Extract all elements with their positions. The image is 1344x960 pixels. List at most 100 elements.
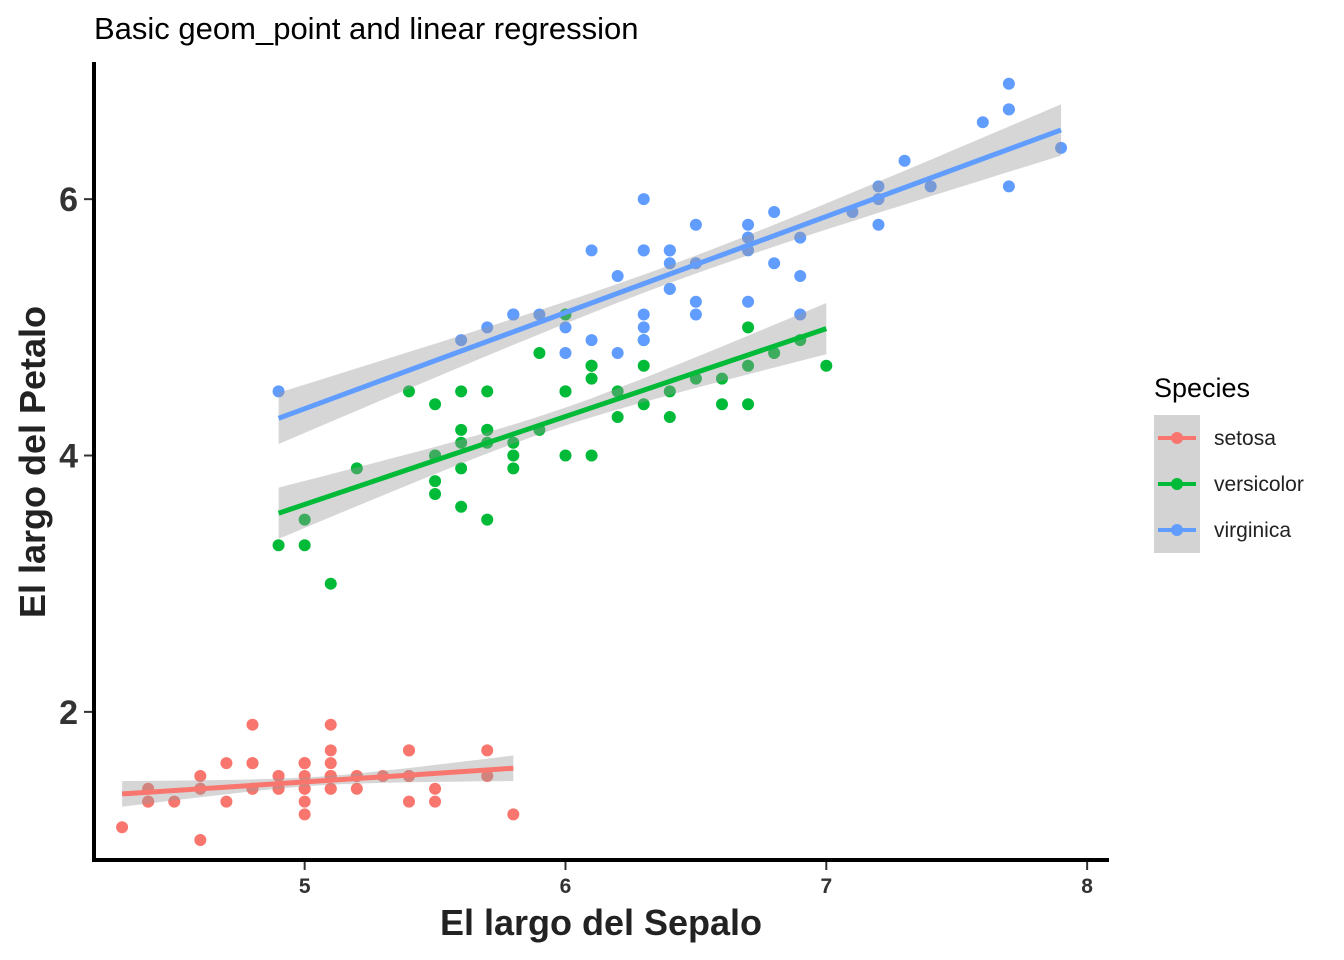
data-point-setosa-20: [402, 744, 415, 757]
data-point-versicolor-23: [585, 359, 598, 372]
data-point-virginica-22: [1002, 103, 1015, 116]
data-point-virginica-23: [637, 334, 650, 347]
data-point-setosa-22: [194, 834, 207, 847]
legend-label-virginica: virginica: [1214, 519, 1291, 542]
data-point-virginica-26: [611, 346, 624, 359]
data-point-versicolor-21: [585, 449, 598, 462]
data-point-versicolor-19: [455, 462, 468, 475]
data-point-setosa-35: [298, 808, 311, 821]
legend: Species setosa versicolor virginica: [1154, 373, 1304, 553]
data-point-versicolor-32: [507, 462, 520, 475]
data-point-setosa-23: [324, 744, 337, 757]
legend-key-point-setosa: [1171, 432, 1183, 444]
y-axis-ticks: 2 4 6: [59, 181, 92, 732]
data-point-versicolor-41: [585, 372, 598, 385]
data-point-virginica-10: [689, 308, 702, 321]
series-versicolor-points: [272, 308, 833, 590]
data-point-setosa-42: [142, 795, 155, 808]
data-point-virginica-43: [768, 205, 781, 218]
data-point-versicolor-31: [429, 487, 442, 500]
data-point-versicolor-29: [481, 513, 494, 526]
data-point-virginica-9: [872, 180, 885, 193]
data-point-virginica-27: [585, 334, 598, 347]
data-point-setosa-40: [298, 795, 311, 808]
data-point-versicolor-18: [611, 385, 624, 398]
data-point-versicolor-25: [715, 398, 728, 411]
data-point-virginica-15: [663, 282, 676, 295]
data-point-setosa-44: [324, 718, 337, 731]
y-tick-label-6: 6: [59, 181, 78, 219]
data-point-setosa-36: [429, 795, 442, 808]
data-point-virginica-33: [637, 308, 650, 321]
data-point-setosa-33: [429, 782, 442, 795]
data-point-virginica-4: [689, 218, 702, 231]
data-point-setosa-14: [507, 808, 520, 821]
data-point-virginica-13: [481, 321, 494, 334]
data-point-versicolor-0: [820, 359, 833, 372]
y-tick-label-4: 4: [59, 438, 78, 476]
data-point-versicolor-5: [481, 385, 494, 398]
data-point-versicolor-46: [481, 423, 494, 436]
data-point-versicolor-47: [611, 411, 624, 424]
chart-title: Basic geom_point and linear regression: [94, 11, 639, 46]
data-point-versicolor-14: [455, 500, 468, 513]
data-point-virginica-8: [742, 218, 755, 231]
data-point-versicolor-17: [507, 436, 520, 449]
data-point-setosa-30: [246, 757, 259, 770]
data-point-setosa-34: [272, 769, 285, 782]
data-point-virginica-21: [455, 334, 468, 347]
data-point-virginica-19: [559, 321, 572, 334]
data-point-virginica-34: [585, 244, 598, 257]
data-point-virginica-38: [559, 346, 572, 359]
data-point-versicolor-6: [637, 359, 650, 372]
data-point-virginica-46: [637, 321, 650, 334]
data-point-setosa-7: [298, 769, 311, 782]
data-point-virginica-29: [872, 218, 885, 231]
data-point-virginica-39: [794, 270, 807, 283]
data-point-setosa-3: [194, 769, 207, 782]
legend-label-setosa: setosa: [1214, 427, 1276, 450]
data-point-setosa-16: [402, 795, 415, 808]
data-point-versicolor-20: [533, 346, 546, 359]
data-point-virginica-42: [507, 308, 520, 321]
data-point-versicolor-10: [298, 513, 311, 526]
data-point-setosa-46: [324, 757, 337, 770]
data-point-versicolor-43: [298, 539, 311, 552]
data-point-versicolor-40: [429, 398, 442, 411]
data-point-virginica-0: [637, 193, 650, 206]
data-point-virginica-18: [1002, 77, 1015, 90]
x-axis-title: El largo del Sepalo: [440, 902, 762, 943]
data-point-versicolor-42: [507, 449, 520, 462]
x-tick-label-6: 6: [560, 875, 572, 898]
x-axis-ticks: 5 6 7 8: [299, 862, 1093, 898]
data-point-setosa-43: [298, 757, 311, 770]
data-point-virginica-35: [1002, 180, 1015, 193]
data-point-versicolor-9: [350, 462, 363, 475]
data-point-virginica-7: [898, 154, 911, 167]
plot-panel: [116, 77, 1068, 847]
data-point-versicolor-38: [455, 436, 468, 449]
data-point-setosa-49: [298, 782, 311, 795]
data-point-virginica-41: [794, 308, 807, 321]
data-point-virginica-36: [637, 244, 650, 257]
data-point-virginica-45: [742, 295, 755, 308]
legend-label-versicolor: versicolor: [1214, 473, 1304, 496]
data-point-versicolor-27: [742, 321, 755, 334]
data-point-virginica-48: [611, 270, 624, 283]
x-tick-label-8: 8: [1081, 875, 1093, 898]
data-point-versicolor-24: [663, 411, 676, 424]
data-point-virginica-12: [768, 257, 781, 270]
regression-line-versicolor: [277, 326, 828, 516]
data-point-versicolor-15: [742, 398, 755, 411]
data-point-setosa-15: [481, 769, 494, 782]
data-point-versicolor-7: [272, 539, 285, 552]
regression-line-virginica: [277, 127, 1062, 421]
y-axis-title: El largo del Petalo: [12, 306, 53, 618]
data-point-virginica-31: [1055, 141, 1068, 154]
data-point-virginica-32: [663, 244, 676, 257]
data-point-setosa-13: [116, 821, 129, 834]
y-tick-label-2: 2: [59, 694, 78, 732]
data-point-virginica-20: [794, 231, 807, 244]
data-point-versicolor-34: [402, 385, 415, 398]
